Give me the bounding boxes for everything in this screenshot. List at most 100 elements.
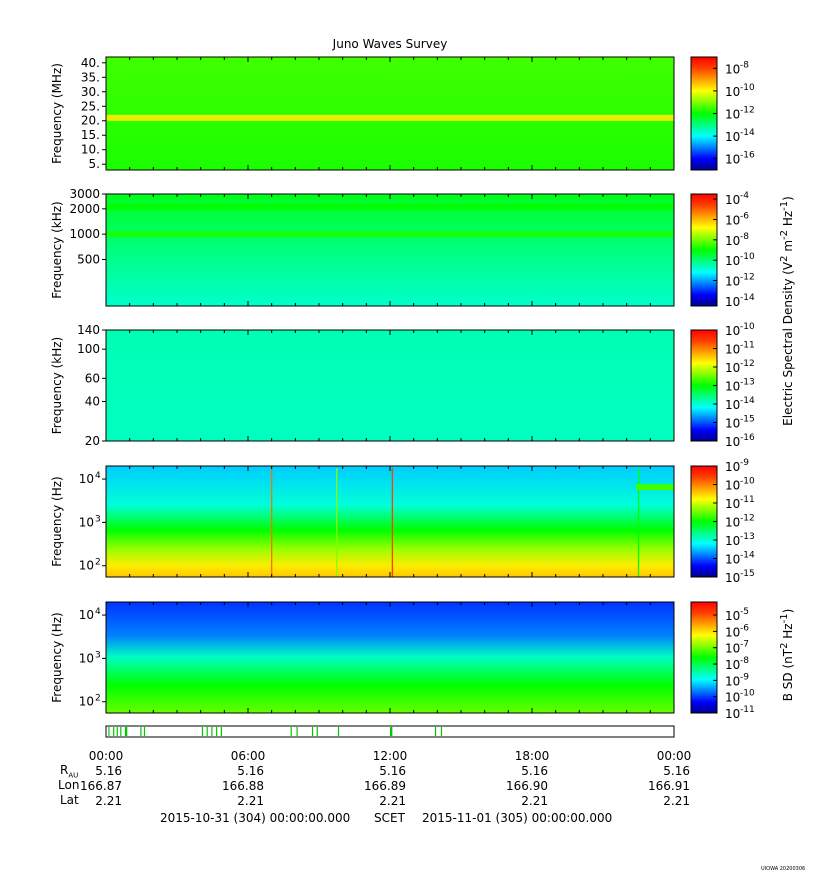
row-label-rau: RAU — [60, 763, 78, 779]
rau-value: 5.16 — [379, 764, 406, 778]
colorbar-tick-label: 10 — [725, 707, 740, 721]
rau-main: R — [60, 763, 69, 777]
electric-colorbar-label-text: Electric Spectral Density (V — [781, 261, 795, 426]
lat-value: 2.21 — [95, 794, 122, 808]
bsd-end: ) — [781, 608, 795, 614]
colorbar-tick-exponent: -10 — [740, 477, 755, 487]
y-tick-label: 40 — [85, 394, 100, 408]
colorbar-tick-label: 10 — [725, 343, 740, 357]
lat-value: 2.21 — [237, 794, 264, 808]
colorbar-tick-exponent: -11 — [740, 495, 755, 505]
colorbar-tick-exponent: -4 — [740, 191, 749, 201]
mode-bar-segment — [120, 727, 122, 736]
panel-2-band — [106, 204, 674, 211]
lat-value: 2.21 — [379, 794, 406, 808]
colorbar-tick-label: 10 — [725, 380, 740, 394]
mode-bar-segment — [316, 727, 318, 736]
bsd-sup2: -1 — [779, 613, 790, 624]
electric-colorbar-end: ) — [781, 196, 795, 201]
colorbar-tick-label: 10 — [725, 234, 740, 248]
colorbar-tick-exponent: -14 — [740, 396, 755, 406]
panel-5-spectrogram — [106, 602, 674, 713]
lon-value: 166.88 — [222, 779, 264, 793]
colorbar-tick-exponent: -7 — [740, 640, 749, 650]
colorbar-tick-label: 10 — [725, 516, 740, 530]
mode-bar-segment — [440, 727, 443, 736]
colorbar-tick-label: 10 — [725, 108, 740, 122]
electric-colorbar-mid: m — [781, 239, 795, 256]
colorbar-tick-label: 10 — [725, 479, 740, 493]
y-tick-label: 2000 — [69, 202, 100, 216]
colorbar-tick-label: 10 — [725, 691, 740, 705]
y-tick-exponent: 4 — [95, 607, 101, 617]
colorbar-tick-exponent: -13 — [740, 378, 755, 388]
lon-value: 166.91 — [648, 779, 690, 793]
colorbar-tick-label: 10 — [725, 642, 740, 656]
panel-4-spectrogram — [106, 466, 674, 577]
colorbar-tick-label: 10 — [725, 295, 740, 309]
colorbar-tick-label: 10 — [725, 130, 740, 144]
colorbar-tick-exponent: -8 — [740, 656, 749, 666]
colorbar-tick-label: 10 — [725, 534, 740, 548]
y-tick-exponent: 2 — [95, 558, 101, 568]
panel-5-ylabel: Frequency (Hz) — [50, 612, 64, 703]
colorbar-tick-label: 10 — [725, 324, 740, 338]
colorbar-tick-label: 10 — [725, 398, 740, 412]
colorbar-tick-exponent: -16 — [740, 151, 755, 161]
colorbar-tick-exponent: -13 — [740, 532, 755, 542]
y-tick-label: 10 — [79, 695, 94, 709]
bsd-label-text: B SD (nT — [781, 648, 795, 702]
row-label-lat: Lat — [60, 793, 79, 807]
colorbar-tick-label: 10 — [725, 193, 740, 207]
colorbar-tick-exponent: -10 — [740, 689, 755, 699]
lat-value: 2.21 — [521, 794, 548, 808]
colorbar-tick-exponent: -11 — [740, 705, 755, 715]
colorbar-tick-exponent: -12 — [740, 106, 755, 116]
panel-3-spectrogram — [106, 330, 674, 441]
panel-4-blob — [636, 484, 674, 491]
y-tick-label: 10 — [79, 515, 94, 529]
colorbar-tick-exponent: -5 — [740, 607, 749, 617]
panel-1-colorbar — [690, 56, 718, 171]
colorbar-tick-label: 10 — [725, 460, 740, 474]
colorbar-tick-exponent: -10 — [740, 252, 755, 262]
colorbar-tick-exponent: -14 — [740, 293, 755, 303]
time-tick-label: 06:00 — [231, 749, 266, 763]
colorbar-tick-label: 10 — [725, 571, 740, 585]
rau-sub: AU — [68, 771, 79, 780]
y-tick-label: 20 — [85, 434, 100, 448]
panel-4-colorbar — [690, 465, 718, 578]
colorbar-tick-label: 10 — [725, 609, 740, 623]
colorbar-tick-exponent: -15 — [740, 415, 755, 425]
panel-2-ylabel: Frequency (kHz) — [50, 201, 64, 298]
y-tick-label: 20. — [81, 114, 100, 128]
colorbar-tick-exponent: -10 — [740, 322, 755, 332]
mode-bar-segment — [390, 727, 393, 736]
colorbar-tick-exponent: -12 — [740, 359, 755, 369]
panel-4-ylabel: Frequency (Hz) — [50, 476, 64, 567]
y-tick-label: 10 — [79, 651, 94, 665]
colorbar-tick-exponent: -8 — [740, 60, 749, 70]
colorbar-tick-exponent: -6 — [740, 623, 749, 633]
panel-2-spectrogram — [106, 194, 674, 306]
y-tick-label: 3000 — [69, 187, 100, 201]
y-tick-label: 140 — [77, 323, 100, 337]
mode-bar-segment — [140, 727, 142, 736]
time-tick-label: 00:00 — [657, 749, 692, 763]
panel-1-band — [106, 114, 674, 121]
mode-bar-segment — [108, 727, 110, 736]
y-tick-label: 500 — [77, 252, 100, 266]
panel-1-ylabel: Frequency (MHz) — [50, 63, 64, 164]
footer-end: 2015-11-01 (305) 00:00:00.000 — [422, 811, 613, 825]
colorbar-tick-exponent: -9 — [740, 672, 749, 682]
y-tick-label: 60 — [85, 371, 100, 385]
colorbar-tick-exponent: -9 — [740, 458, 749, 468]
colorbar-tick-label: 10 — [725, 625, 740, 639]
colorbar-tick-label: 10 — [725, 213, 740, 227]
colorbar-tick-label: 10 — [725, 658, 740, 672]
rau-value: 5.16 — [663, 764, 690, 778]
y-tick-label: 10 — [79, 608, 94, 622]
mode-bar-segment — [290, 727, 292, 736]
colorbar-tick-exponent: -14 — [740, 128, 755, 138]
